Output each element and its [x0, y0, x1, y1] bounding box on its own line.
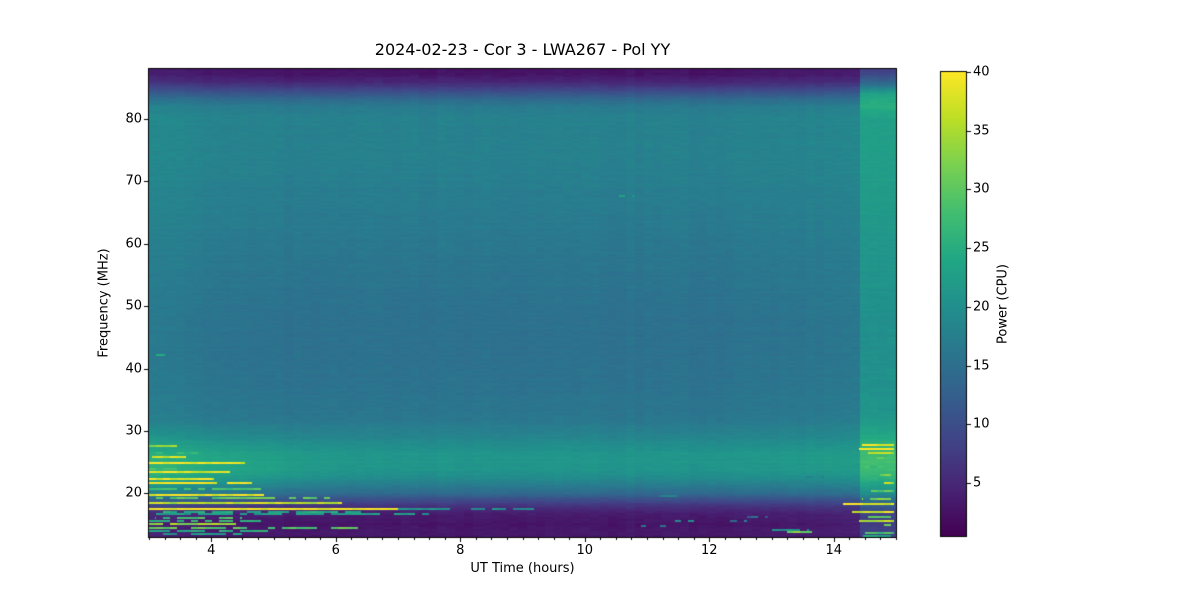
y-tick-label: 20 [125, 485, 142, 501]
y-tick-label: 80 [125, 111, 142, 127]
colorbar-label: Power (CPU) [995, 263, 1011, 345]
y-axis-label: Frequency (MHz) [96, 248, 112, 358]
colorbar-tick-label: 10 [973, 416, 990, 432]
colorbar-tick-label: 30 [973, 181, 990, 197]
x-tick-label: 8 [456, 543, 465, 558]
chart-title: 2024-02-23 - Cor 3 - LWA267 - Pol YY [374, 40, 671, 59]
x-tick-label: 12 [700, 543, 718, 558]
y-tick-label: 40 [125, 361, 142, 377]
y-tick-label: 70 [125, 173, 142, 189]
x-axis-label: UT Time (hours) [470, 561, 575, 576]
colorbar-tick-label: 15 [973, 358, 990, 374]
y-tick-label: 60 [125, 236, 142, 252]
x-tick-label: 14 [825, 543, 843, 558]
colorbar-tick-label: 25 [973, 240, 990, 256]
colorbar-tick-label: 40 [973, 64, 990, 80]
x-tick-label: 4 [207, 543, 216, 558]
colorbar-tick-label: 35 [973, 123, 990, 139]
colorbar-tick-label: 5 [973, 475, 982, 491]
y-tick-label: 50 [125, 298, 142, 314]
x-tick-label: 6 [331, 543, 340, 558]
x-tick-label: 10 [576, 543, 594, 558]
y-tick-label: 30 [125, 423, 142, 439]
colorbar-tick-label: 20 [973, 299, 990, 315]
